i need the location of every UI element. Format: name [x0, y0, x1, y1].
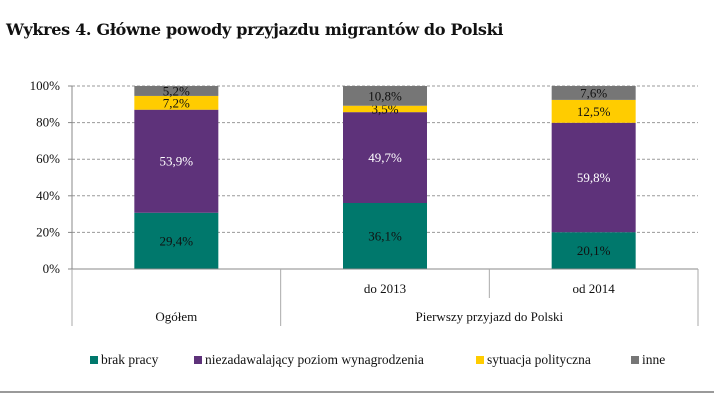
bar-segment: [134, 86, 219, 96]
legend-label: brak pracy: [101, 352, 159, 367]
y-tick-label: 100%: [30, 78, 61, 93]
data-label: 10,8%: [368, 88, 402, 103]
legend-item: inne: [631, 352, 665, 368]
data-label: 7,6%: [580, 85, 607, 100]
chart-title: Wykres 4. Główne powody przyjazdu migran…: [6, 20, 504, 39]
stacked-bar-chart: 0% 20% 40% 60% 80% 100% 29,4% 53,9% 7,2%5,2% 36,1…: [30, 78, 699, 326]
data-label: 53,9%: [160, 154, 194, 169]
bar-segment: [551, 232, 636, 269]
category-label: od 2014: [573, 281, 616, 296]
category-label: do 2013: [364, 281, 406, 296]
category-group-label: Pierwszy przyjazd do Polski: [415, 309, 563, 324]
legend-swatch: [90, 356, 98, 364]
bar-segment: [134, 95, 219, 110]
data-label: 7,2%: [163, 95, 190, 110]
data-label: 20,1%: [577, 243, 611, 258]
legend-swatch: [631, 356, 639, 364]
bar-segment: [134, 212, 219, 269]
y-tick-label: 80%: [36, 115, 60, 130]
y-tick-label: 60%: [36, 151, 60, 166]
legend-label: inne: [642, 352, 666, 367]
data-label: 5,2%: [163, 83, 190, 98]
legend-swatch: [194, 356, 202, 364]
data-label: 29,4%: [160, 233, 194, 248]
data-label: 49,7%: [368, 150, 402, 165]
bar-segment: [551, 99, 636, 123]
legend-item: sytuacja polityczna: [476, 352, 591, 368]
bar-segment: [134, 109, 219, 213]
bar-segment: [343, 105, 427, 113]
legend-item: brak pracy: [90, 352, 158, 368]
legend-swatch: [476, 356, 484, 364]
category-group-label: Ogółem: [155, 309, 197, 324]
bar-segment: [343, 86, 427, 106]
y-tick-label: 0%: [43, 261, 61, 276]
bar-segment: [343, 203, 427, 269]
legend-label: niezadawalający poziom wynagrodzenia: [205, 352, 424, 367]
y-tick-label: 20%: [36, 224, 60, 239]
data-label: 59,8%: [577, 170, 611, 185]
bar-segment: [551, 122, 636, 233]
bar-segment: [343, 112, 427, 204]
legend-label: sytuacja polityczna: [487, 352, 591, 367]
bar-segment: [551, 86, 636, 100]
bottom-divider: [0, 391, 714, 393]
legend-item: niezadawalający poziom wynagrodzenia: [194, 352, 424, 368]
y-tick-label: 40%: [36, 188, 60, 203]
data-label: 12,5%: [577, 104, 611, 119]
data-label: 36,1%: [368, 229, 402, 244]
